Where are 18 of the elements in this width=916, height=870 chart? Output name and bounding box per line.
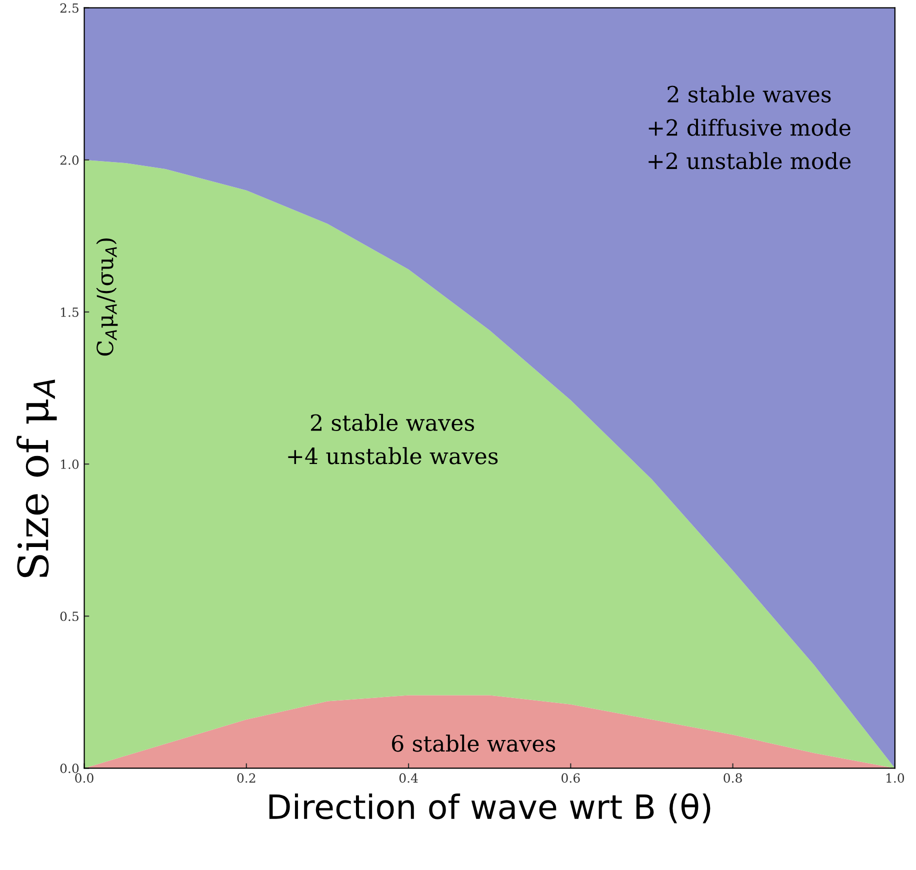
y-tick-label: 1.0: [61, 460, 79, 469]
y-tick-label: 1.5: [61, 307, 78, 317]
y-tick-label: 0.5: [60, 612, 78, 622]
x-axis-title: Direction of wave wrt B (θ): [269, 793, 710, 824]
x-tick-label: 0.0: [75, 773, 94, 783]
annotation: 2 stable waves +4 unstable waves: [288, 414, 498, 464]
x-tick-label: 0.2: [237, 773, 256, 783]
annotation: 6 stable waves: [392, 734, 556, 752]
y-tick-label: 0.0: [60, 764, 79, 774]
x-tick-label: 0.4: [399, 773, 418, 783]
x-tick-label: 1.0: [886, 773, 904, 783]
annotation: C$_{A}$μ$_{A}$/(σu$_{A}$): [96, 238, 118, 356]
y-tick-label: 2.0: [60, 155, 79, 165]
x-tick-label: 0.8: [724, 773, 742, 783]
annotation: 2 stable waves +2 diffusive mode +2 unstable mode: [648, 85, 851, 170]
x-tick-label: 0.6: [562, 773, 580, 783]
y-axis-title: Size of μ$_{A}$: [16, 380, 57, 578]
y-tick-label: 2.5: [60, 3, 78, 13]
